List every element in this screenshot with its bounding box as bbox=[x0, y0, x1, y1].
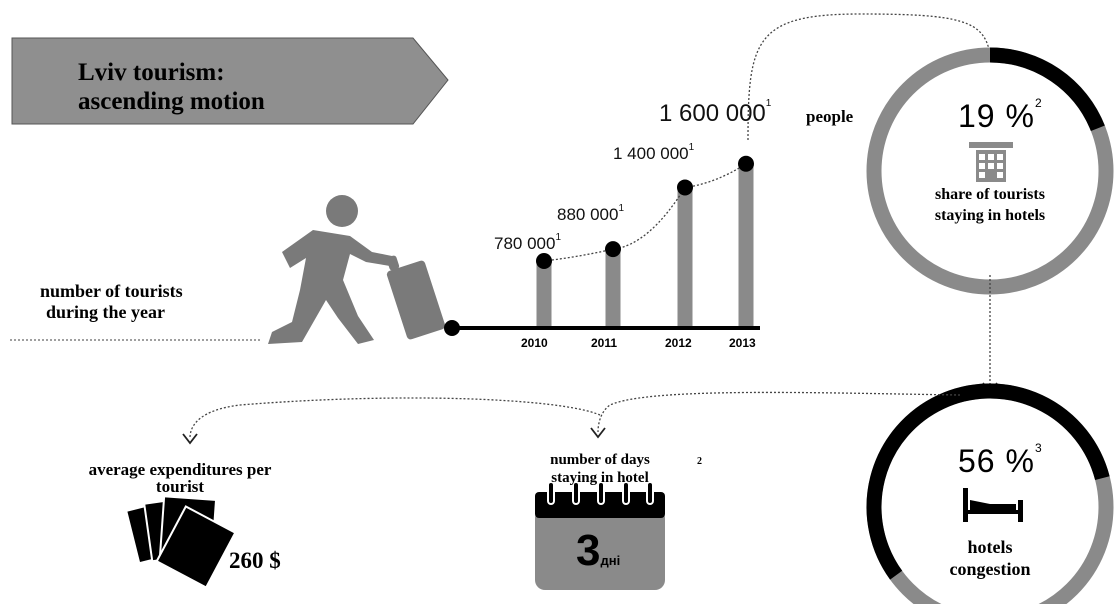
traveler-icon bbox=[268, 195, 446, 344]
year-label-2010: 2010 bbox=[521, 336, 548, 350]
tourists-label-line2: during the year bbox=[40, 302, 183, 323]
hotel-building-icon bbox=[969, 142, 1013, 182]
bar-2012 bbox=[678, 187, 693, 326]
congestion-label: hotels congestion bbox=[905, 536, 1075, 580]
chart-baseline-dot bbox=[444, 320, 460, 336]
value-label-2013: 1 600 0001 bbox=[659, 100, 771, 128]
banner-title: Lviv tourism: ascending motion bbox=[78, 58, 265, 116]
chart-bars bbox=[537, 164, 754, 326]
congestion-value: 56 %3 bbox=[958, 443, 1043, 480]
value-label-2011-text: 880 000 bbox=[557, 205, 618, 224]
congestion-label-line2: congestion bbox=[905, 558, 1075, 580]
footnote-mark: 1 bbox=[766, 98, 772, 109]
hotel-share-label-line2: staying in hotels bbox=[905, 205, 1075, 226]
hotel-share-value: 19 %2 bbox=[958, 98, 1043, 135]
bar-2011 bbox=[606, 249, 621, 326]
bar-2013 bbox=[739, 164, 754, 326]
footnote-mark: 1 bbox=[618, 203, 624, 214]
point-2012 bbox=[677, 179, 693, 195]
expenditure-amount: 260 $ bbox=[229, 548, 281, 574]
value-label-2010-text: 780 000 bbox=[494, 234, 555, 253]
days-number: 3 bbox=[576, 526, 600, 575]
year-label-2012: 2012 bbox=[665, 336, 692, 350]
arrowhead-days bbox=[591, 428, 605, 437]
value-label-2011: 880 0001 bbox=[557, 205, 624, 225]
hotel-share-label: share of tourists staying in hotels bbox=[905, 184, 1075, 226]
bar-2010 bbox=[537, 261, 552, 326]
unit-label: people bbox=[806, 107, 853, 127]
year-label-2013: 2013 bbox=[729, 336, 756, 350]
expenditure-label: average expenditures per tourist bbox=[30, 459, 330, 497]
tourists-label: number of tourists during the year bbox=[40, 281, 183, 323]
days-label-line1: number of days bbox=[510, 451, 690, 469]
bed-icon bbox=[963, 488, 1023, 522]
banner-title-line2: ascending motion bbox=[78, 87, 265, 116]
connector-to-hotel-share bbox=[748, 14, 990, 140]
banner-title-line1: Lviv tourism: bbox=[78, 58, 265, 87]
value-label-2010: 780 0001 bbox=[494, 234, 561, 254]
point-2011 bbox=[605, 241, 621, 257]
footnote-mark: 1 bbox=[689, 142, 695, 153]
congestion-label-line1: hotels bbox=[905, 536, 1075, 558]
expenditure-label-line2: tourist bbox=[30, 476, 330, 497]
point-2010 bbox=[536, 253, 552, 269]
year-label-2011: 2011 bbox=[591, 336, 617, 350]
congestion-value-text: 56 % bbox=[958, 443, 1035, 479]
value-label-2013-text: 1 600 000 bbox=[659, 100, 766, 127]
hotel-share-label-line1: share of tourists bbox=[905, 184, 1075, 205]
footnote-mark: 3 bbox=[1035, 441, 1043, 455]
cards-icon bbox=[126, 496, 235, 587]
days-label-line2: staying in hotel bbox=[510, 469, 690, 487]
days-label: number of days staying in hotel bbox=[510, 451, 690, 487]
days-unit: дні bbox=[600, 553, 620, 568]
point-2013 bbox=[738, 156, 754, 172]
tourists-label-line1: number of tourists bbox=[40, 281, 183, 302]
hotel-share-value-text: 19 % bbox=[958, 98, 1035, 134]
connector-to-expenditure bbox=[190, 398, 600, 438]
footnote-mark: 1 bbox=[555, 232, 561, 243]
value-label-2012: 1 400 0001 bbox=[613, 144, 694, 164]
days-footnote: 2 bbox=[697, 456, 702, 467]
footnote-mark: 2 bbox=[1035, 96, 1043, 110]
days-value: 3дні bbox=[576, 526, 620, 576]
value-label-2012-text: 1 400 000 bbox=[613, 144, 689, 163]
